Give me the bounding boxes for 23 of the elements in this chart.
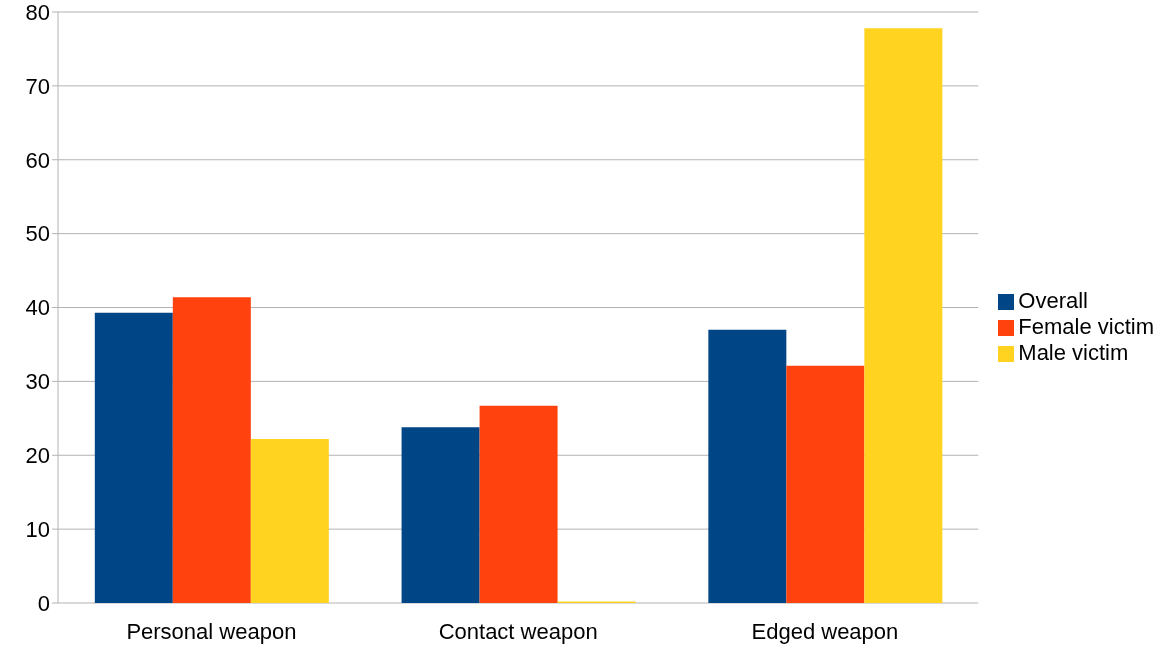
legend-label: Overall <box>1018 287 1088 313</box>
bar <box>401 427 480 603</box>
y-tick-label: 40 <box>25 295 50 321</box>
bar <box>172 297 251 603</box>
legend-label: Male victim <box>1018 339 1129 365</box>
y-tick-label: 80 <box>25 0 50 25</box>
bar <box>479 405 558 603</box>
x-tick-label: Personal weapon <box>126 618 297 644</box>
bar <box>94 312 173 603</box>
y-tick-label: 20 <box>25 443 50 469</box>
y-tick-label: 10 <box>25 516 50 542</box>
bar <box>250 439 329 603</box>
legend-label: Female victim <box>1018 313 1154 339</box>
bar <box>864 28 943 603</box>
y-tick-label: 50 <box>25 221 50 247</box>
y-tick-label: 0 <box>37 590 50 616</box>
y-tick-label: 60 <box>25 147 50 173</box>
bar <box>708 329 787 603</box>
bar <box>786 365 865 603</box>
x-tick-label: Edged weapon <box>751 618 899 644</box>
y-tick-label: 70 <box>25 73 50 99</box>
x-tick-label: Contact weapon <box>438 618 598 644</box>
y-tick-label: 30 <box>25 369 50 395</box>
